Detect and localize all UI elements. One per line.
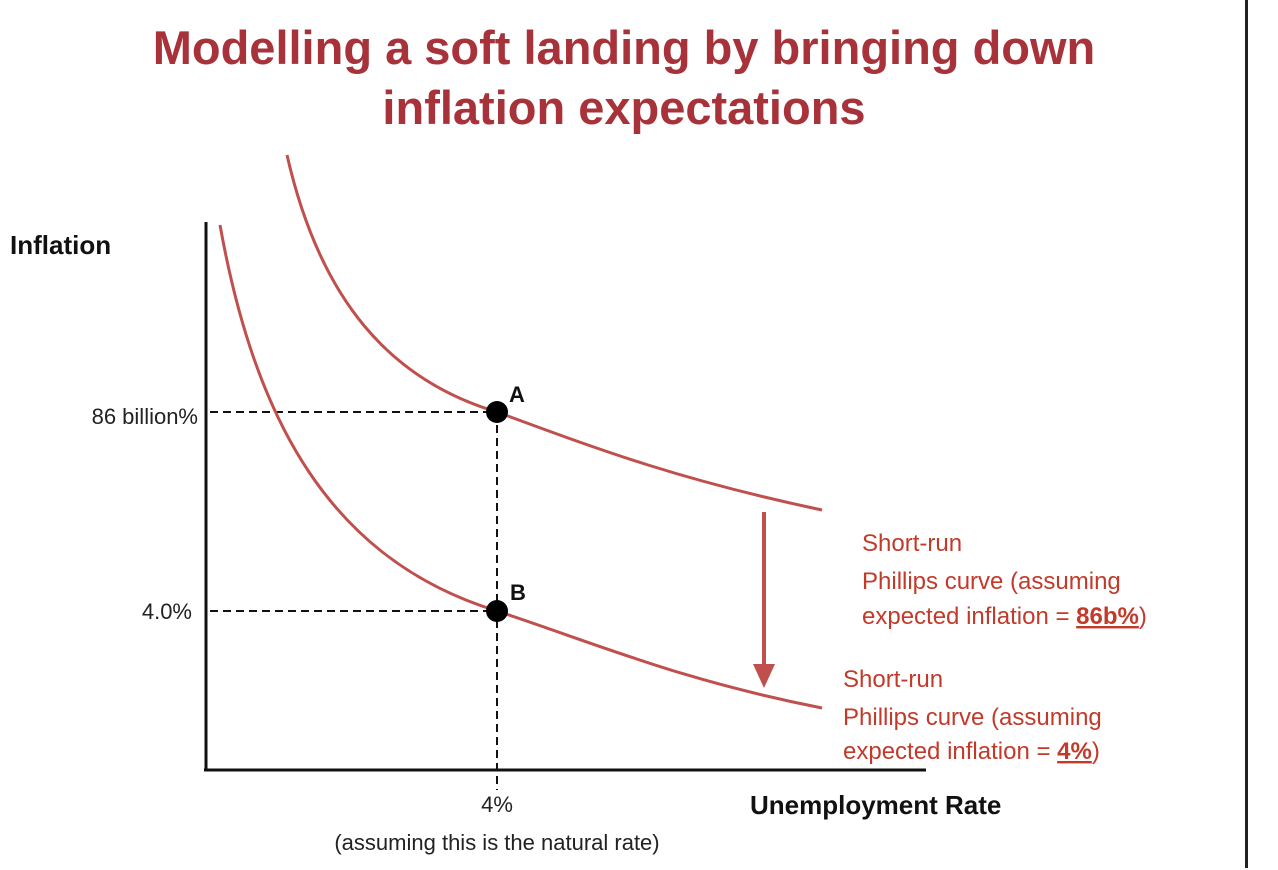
annotation-low-line-1: Short-run xyxy=(843,666,943,693)
chart-title: Modelling a soft landing by bringing dow… xyxy=(0,18,1248,138)
annotation-high-value: 86b% xyxy=(1076,603,1139,630)
annotation-low-prefix: expected inflation = xyxy=(843,738,1057,765)
annotation-low-value: 4% xyxy=(1057,738,1092,765)
annotation-low-line-3: expected inflation = 4%) xyxy=(843,738,1100,765)
chart-frame xyxy=(1245,0,1248,868)
chart-title-line-2: inflation expectations xyxy=(382,81,866,134)
point-a xyxy=(486,401,508,423)
shift-arrow-head xyxy=(753,664,775,688)
chart-title-line-1: Modelling a soft landing by bringing dow… xyxy=(152,21,1096,74)
annotation-low-line-2: Phillips curve (assuming xyxy=(843,704,1102,731)
annotation-high-line-3: expected inflation = 86b%) xyxy=(862,603,1147,630)
annotation-high-line-1: Short-run xyxy=(862,530,962,557)
curve-annotation-low: Short-run Phillips curve (assuming expec… xyxy=(843,666,1102,765)
phillips-curve-low-expectations xyxy=(218,224,823,710)
point-b xyxy=(486,600,508,622)
phillips-curve-high-expectations xyxy=(285,154,823,512)
y-tick-label-4: 4.0% xyxy=(142,599,192,624)
x-axis-label: Unemployment Rate xyxy=(750,790,1001,820)
annotation-high-line-2: Phillips curve (assuming xyxy=(862,568,1121,595)
annotation-high-prefix: expected inflation = xyxy=(862,603,1076,630)
annotation-low-suffix: ) xyxy=(1092,738,1100,765)
y-tick-label-86b: 86 billion% xyxy=(92,404,198,429)
point-a-label: A xyxy=(509,382,525,407)
curve-annotation-high: Short-run Phillips curve (assuming expec… xyxy=(862,530,1147,630)
point-b-label: B xyxy=(510,580,526,605)
y-axis-label: Inflation xyxy=(10,230,111,260)
annotation-high-suffix: ) xyxy=(1139,603,1147,630)
x-tick-label-4: 4% xyxy=(481,792,513,817)
x-tick-sublabel: (assuming this is the natural rate) xyxy=(334,830,659,855)
